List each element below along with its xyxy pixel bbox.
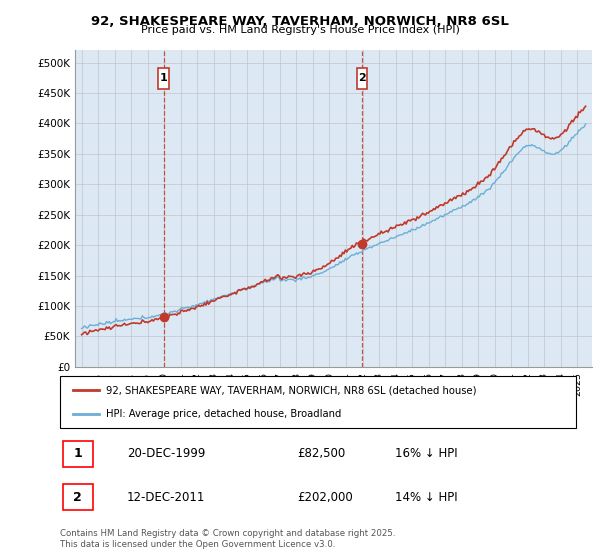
Text: 92, SHAKESPEARE WAY, TAVERHAM, NORWICH, NR8 6SL (detached house): 92, SHAKESPEARE WAY, TAVERHAM, NORWICH, … [106, 385, 477, 395]
Text: £202,000: £202,000 [298, 491, 353, 504]
Text: 12-DEC-2011: 12-DEC-2011 [127, 491, 205, 504]
FancyBboxPatch shape [62, 484, 92, 510]
FancyBboxPatch shape [356, 68, 367, 88]
FancyBboxPatch shape [62, 441, 92, 467]
FancyBboxPatch shape [158, 68, 169, 88]
Text: £82,500: £82,500 [298, 447, 346, 460]
Text: 16% ↓ HPI: 16% ↓ HPI [395, 447, 458, 460]
Text: HPI: Average price, detached house, Broadland: HPI: Average price, detached house, Broa… [106, 409, 342, 419]
Text: 92, SHAKESPEARE WAY, TAVERHAM, NORWICH, NR8 6SL: 92, SHAKESPEARE WAY, TAVERHAM, NORWICH, … [91, 15, 509, 27]
Text: 1: 1 [160, 73, 167, 83]
Text: 14% ↓ HPI: 14% ↓ HPI [395, 491, 458, 504]
Text: Price paid vs. HM Land Registry's House Price Index (HPI): Price paid vs. HM Land Registry's House … [140, 25, 460, 35]
Text: 1: 1 [73, 447, 82, 460]
Text: 20-DEC-1999: 20-DEC-1999 [127, 447, 205, 460]
Text: 2: 2 [358, 73, 366, 83]
FancyBboxPatch shape [60, 376, 576, 428]
Text: Contains HM Land Registry data © Crown copyright and database right 2025.
This d: Contains HM Land Registry data © Crown c… [60, 529, 395, 549]
Text: 2: 2 [73, 491, 82, 504]
